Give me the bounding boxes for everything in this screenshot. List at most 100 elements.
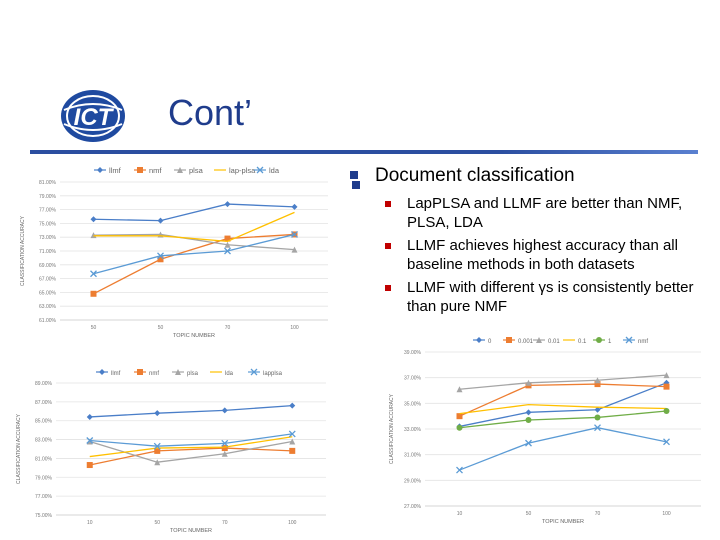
chart-2: 75.00% 77.00% 79.00% 81.00% 83.00% 85.00% 87.0… [8,365,336,535]
legend-label: plsa [187,371,199,377]
x-tick-label: 70 [225,325,231,331]
bullet-list: Document classification LapPLSA and LLMF… [345,164,720,320]
data-point [525,417,532,424]
series-line [89,433,293,447]
data-point [291,203,298,210]
data-point [154,410,161,417]
legend-label: nmf [638,339,648,345]
y-tick-label: 35.00% [404,401,422,407]
x-tick-label: 50 [154,520,160,526]
legend-label: 0.1 [578,339,587,345]
data-point [221,407,228,414]
y-tick-label: 79.00% [35,475,53,481]
y-tick-label: 65.00% [39,290,57,296]
legend-label: nmf [149,371,159,377]
ict-logo: ICT [58,88,128,144]
y-axis-label: CLASSIFICATION ACCURACY [20,215,26,286]
x-tick-label: 50 [91,325,97,331]
legend-label: lap-plsa [229,166,256,175]
chart-3: 27.00% 29.00% 31.00% 33.00% 35.00% 37.00% 39.0… [383,332,713,532]
data-point [153,442,161,450]
bullet-item-text: LLMF achieves highest accuracy than all … [407,237,678,273]
x-tick-label: 70 [222,520,228,526]
series-line [93,211,295,243]
legend-label: 1 [608,339,612,345]
chart-3-svg: 27.00% 29.00% 31.00% 33.00% 35.00% 37.00% 39.0… [389,336,701,525]
legend-marker [137,369,143,375]
data-point [90,232,97,239]
x-tick-label: 70 [595,511,601,517]
data-point [224,201,231,208]
series-line [89,404,293,418]
data-point [86,413,93,420]
y-tick-label: 77.00% [35,494,53,500]
bullet-item: LLMF with different γs is consistently b… [345,278,720,316]
x-tick-label: 10 [87,520,93,526]
bullet-item: LapPLSA and LLMF are better than NMF, PL… [345,194,720,232]
y-tick-label: 89.00% [35,381,53,387]
series-line [459,382,667,428]
title-divider [30,150,698,154]
data-point [154,459,161,466]
y-tick-label: 29.00% [404,478,422,484]
y-tick-label: 77.00% [39,208,57,214]
data-point [224,241,231,248]
legend-marker [97,167,103,173]
y-tick-label: 81.00% [35,456,53,462]
data-point [90,290,97,297]
series-line [459,427,667,471]
x-tick-label: 100 [290,325,299,331]
bullet-main: Document classification [345,164,720,189]
logo-text: ICT [74,104,115,131]
y-tick-label: 87.00% [35,400,53,406]
y-tick-label: 37.00% [404,376,422,382]
y-tick-label: 75.00% [39,221,57,227]
legend-label: lda [225,371,234,377]
legend-label: llmf [109,166,122,175]
data-point [456,424,463,431]
data-point [157,217,164,224]
legend-marker [596,337,602,343]
data-point [221,445,228,452]
data-point [86,438,93,445]
legend-label: llmf [111,371,121,377]
series-line [93,233,295,275]
x-tick-label: 100 [662,511,671,517]
legend-label: lapplsa [263,371,283,377]
y-tick-label: 69.00% [39,263,57,269]
y-axis-label: CLASSIFICATION ACCURACY [16,413,22,484]
data-point [456,413,463,420]
series-line [93,233,295,251]
bullet-sub-marker [385,285,391,291]
slide-title: Cont’ [168,92,253,133]
y-tick-label: 71.00% [39,249,57,255]
y-axis-label: CLASSIFICATION ACCURACY [389,393,395,464]
bullet-main-marker [350,171,361,189]
y-tick-label: 81.00% [39,180,57,186]
series-line [459,410,667,429]
data-point [154,447,161,454]
data-point [86,437,94,444]
data-point [663,438,670,446]
data-point [157,252,164,260]
legend-label: plsa [189,166,204,175]
y-tick-label: 85.00% [35,419,53,425]
x-axis-label: TOPIC NUMBER [542,519,584,525]
bullet-item-text: LapPLSA and LLMF are better than NMF, PL… [407,195,683,231]
data-point [663,408,670,415]
data-point [224,235,231,242]
data-point [224,247,231,255]
legend-marker [476,337,482,343]
y-tick-label: 79.00% [39,194,57,200]
y-tick-label: 39.00% [404,350,422,356]
legend-marker [175,369,181,375]
legend-label: 0.01 [548,339,560,345]
series-line [459,383,667,417]
x-tick-label: 10 [457,511,463,517]
x-axis-label: TOPIC NUMBER [173,333,215,339]
data-point [594,424,601,432]
data-point [291,246,298,253]
data-point [663,383,670,390]
data-point [456,386,463,393]
data-point [221,450,228,457]
